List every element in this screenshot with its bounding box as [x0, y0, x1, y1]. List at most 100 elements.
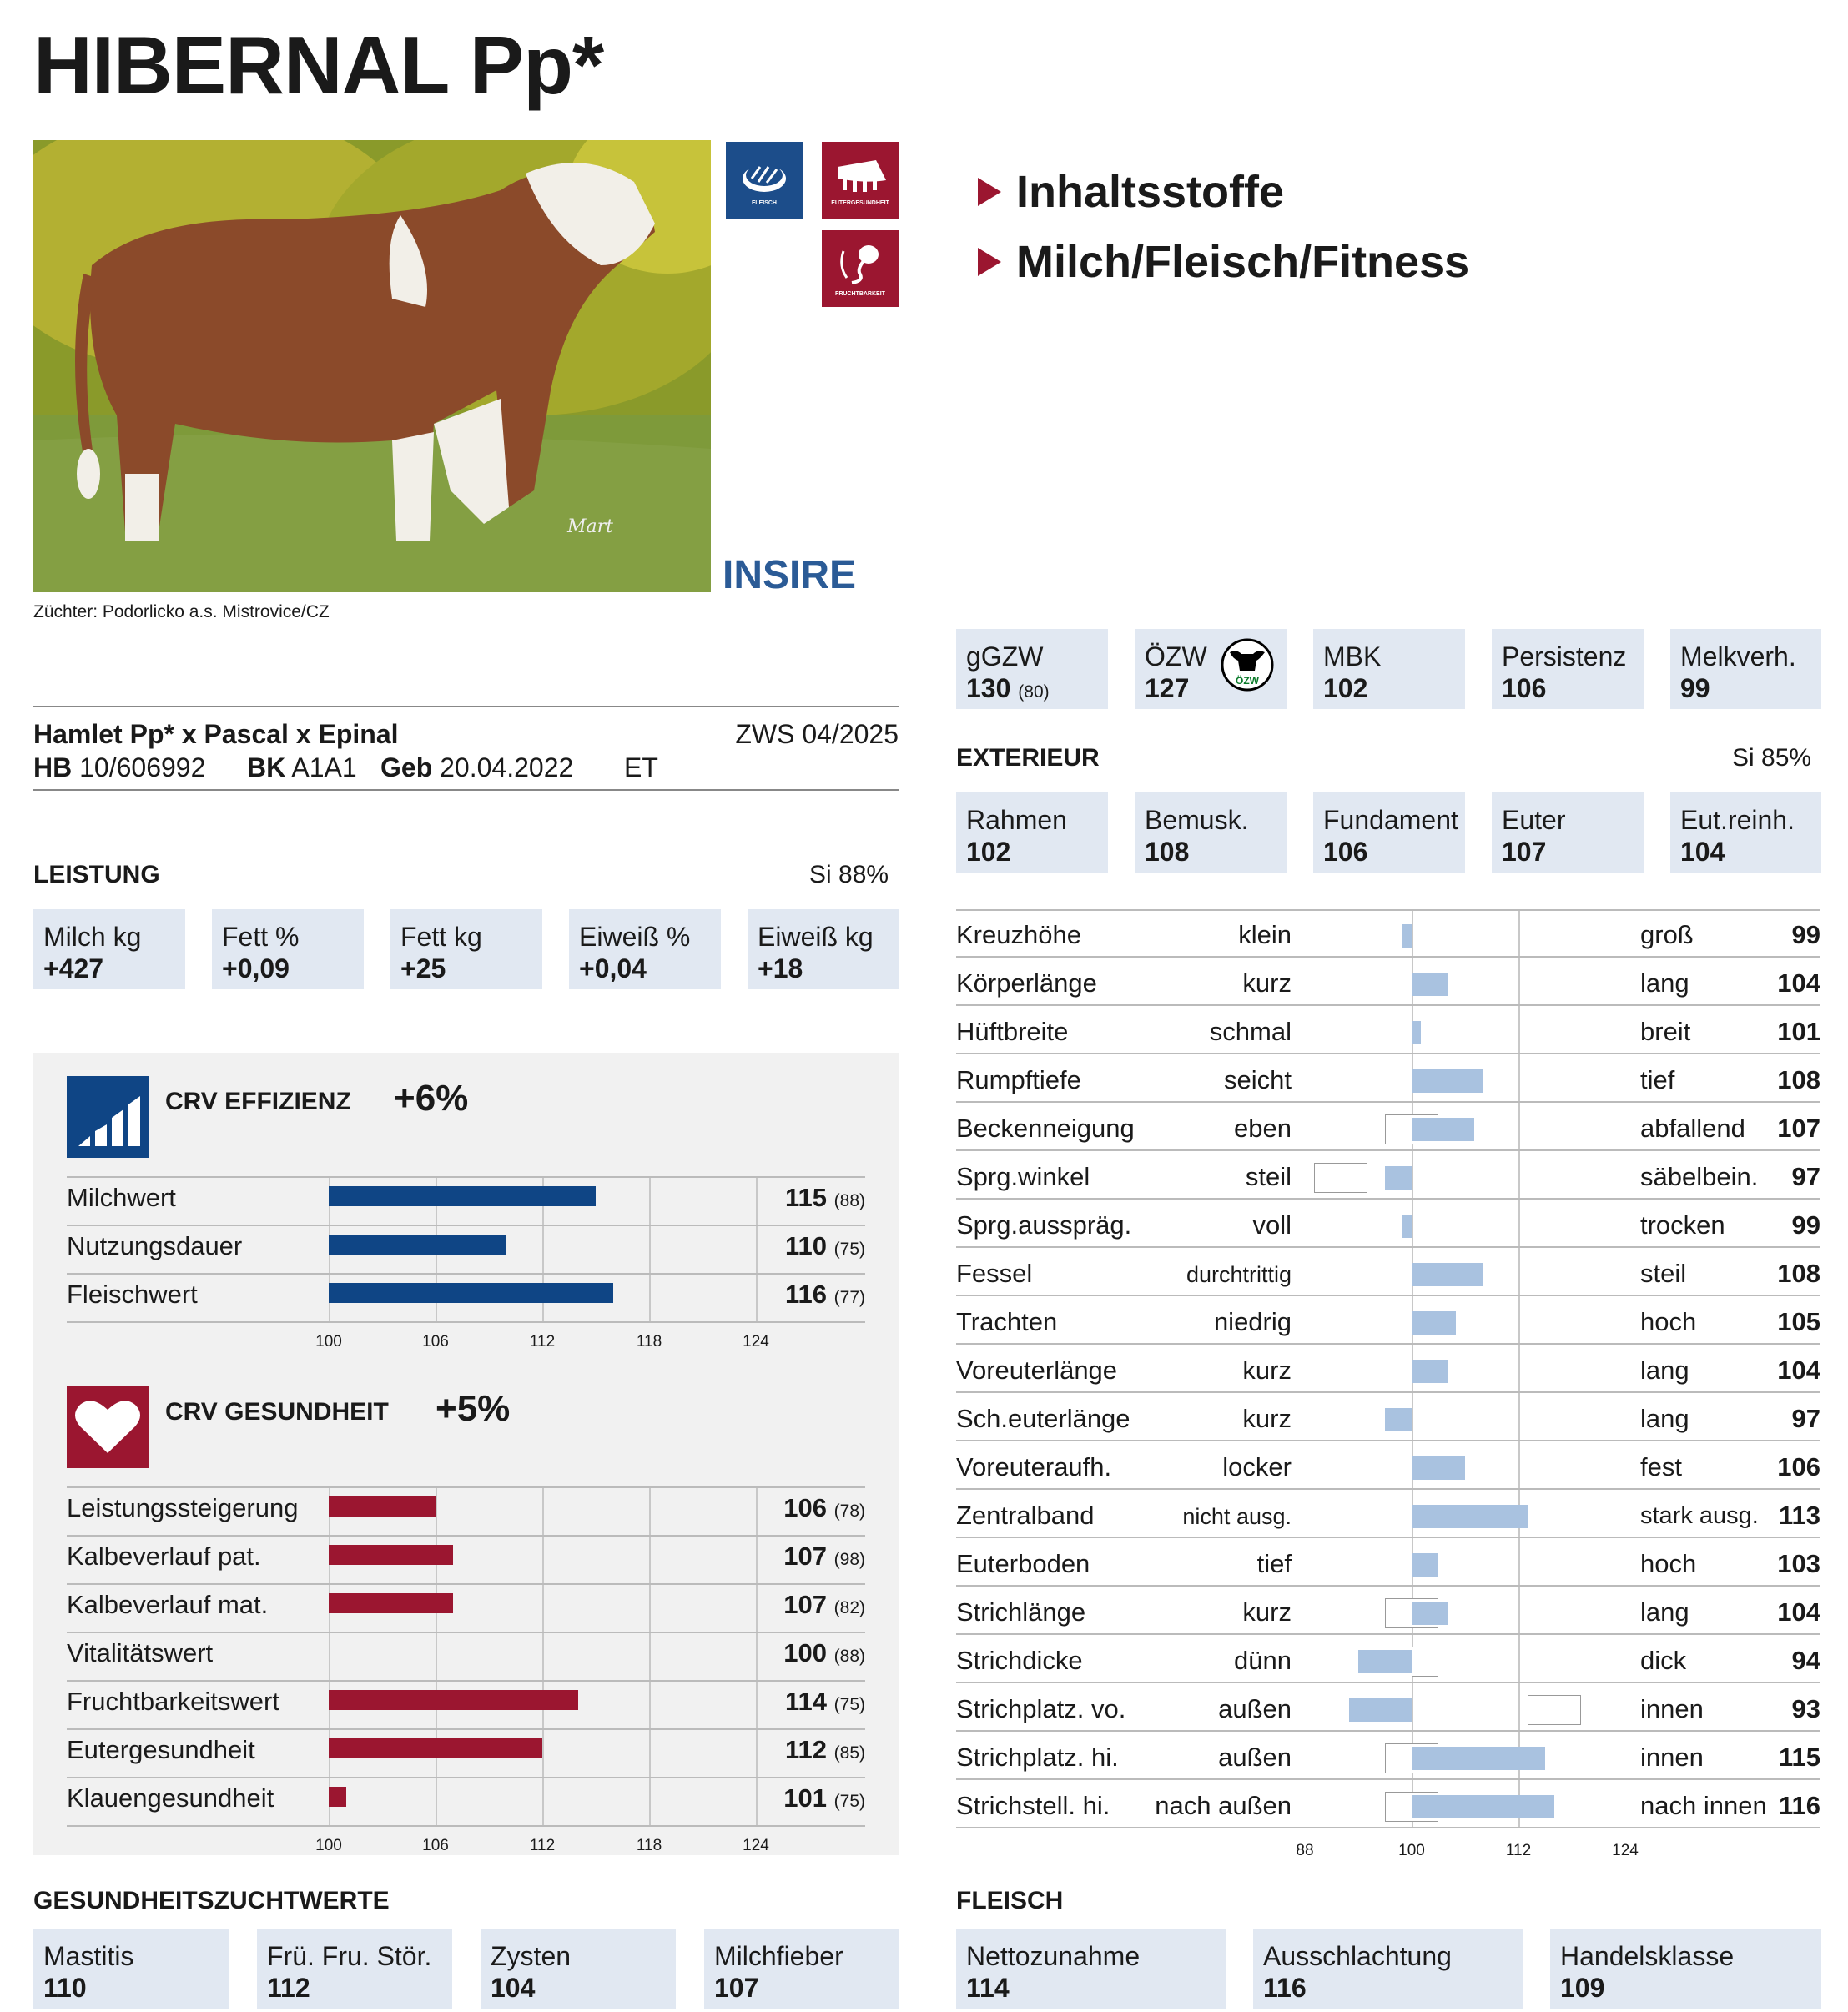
- trait-value: 104: [1777, 968, 1820, 998]
- index-label: Eiweiß %: [579, 922, 691, 952]
- high-pole-label: dick: [1640, 1646, 1687, 1675]
- axis-tick-label: 124: [743, 1837, 769, 1854]
- low-pole-label: kurz: [1242, 1597, 1292, 1627]
- value-bar: [1349, 1698, 1412, 1722]
- trait-label: Strichlänge: [956, 1597, 1086, 1627]
- exterieur-title: EXTERIEUR: [956, 744, 1100, 772]
- value-bar: [1412, 1021, 1421, 1044]
- index-value: 102: [966, 837, 1011, 867]
- high-pole-label: innen: [1640, 1743, 1704, 1772]
- optimum-range-box: [1313, 1163, 1367, 1193]
- index-box: Zysten 104: [481, 1929, 676, 2009]
- value-bar: [329, 1283, 614, 1303]
- index-label: gGZW: [966, 641, 1044, 672]
- trait-value: 106 (78): [783, 1493, 865, 1523]
- fleisch-title: FLEISCH: [956, 1887, 1064, 1914]
- axis-tick-label: 112: [1505, 1842, 1532, 1859]
- value-bar: [1358, 1650, 1412, 1673]
- axis-tick-label: 106: [422, 1333, 449, 1351]
- trait-reliability: (77): [833, 1288, 865, 1307]
- index-box: gGZW 130 (80): [956, 629, 1108, 709]
- trait-label: Leistungssteigerung: [67, 1493, 299, 1522]
- trait-label: Milchwert: [67, 1183, 176, 1212]
- gesundheitszuchtwerte-title: GESUNDHEITSZUCHTWERTE: [33, 1887, 390, 1914]
- zws-date: ZWS 04/2025: [735, 719, 899, 749]
- low-pole-label: schmal: [1209, 1017, 1292, 1046]
- heart-icon: [75, 1401, 140, 1453]
- index-value: 112: [267, 1973, 310, 2003]
- linear-row: Strichstell. hi. nach außen nach innen 116: [956, 1780, 1820, 1828]
- index-label: Rahmen: [966, 805, 1067, 835]
- highlights: Inhaltsstoffe Milch/Fleisch/Fitness: [978, 157, 1469, 297]
- linear-row: Sprg.winkel steil säbelbein. 97: [956, 1151, 1820, 1200]
- index-box: Frü. Fru. Stör. 112: [257, 1929, 452, 2009]
- bull-photo: Mart: [33, 140, 711, 592]
- index-value: +0,04: [579, 953, 647, 983]
- index-box: Fundament 106: [1313, 792, 1465, 873]
- ozw-logo-text: ÖZW: [1236, 674, 1260, 687]
- low-pole-label: locker: [1222, 1452, 1292, 1481]
- trait-label: Klauengesundheit: [67, 1783, 274, 1813]
- trait-value: 107 (82): [783, 1590, 865, 1620]
- linear-row: Euterboden tief hoch 103: [956, 1538, 1820, 1587]
- triangle-bullet-icon: [978, 248, 1001, 276]
- axis-tick-label: 118: [636, 1333, 662, 1351]
- trait-label: Strichstell. hi.: [956, 1791, 1110, 1820]
- index-box: MBK 102: [1313, 629, 1465, 709]
- eutergesundheit-badge: EUTERGESUNDHEIT: [822, 142, 899, 219]
- trait-value: 112 (85): [785, 1735, 865, 1765]
- trait-reliability: (88): [833, 1647, 865, 1666]
- grid-line: [649, 1486, 651, 1825]
- trait-value: 94: [1791, 1646, 1820, 1675]
- index-value: 102: [1323, 673, 1368, 703]
- high-pole-label: steil: [1640, 1259, 1687, 1288]
- linear-row: Sprg.ausspräg. voll trocken 99: [956, 1200, 1820, 1248]
- linear-row: Voreuteraufh. locker fest 106: [956, 1441, 1820, 1490]
- row-line: [67, 1273, 865, 1275]
- bk-value: A1A1: [291, 752, 357, 782]
- trait-label: Kalbeverlauf pat.: [67, 1542, 261, 1571]
- high-pole-label: stark ausg.: [1640, 1502, 1759, 1529]
- optimum-range-box: [1527, 1695, 1581, 1725]
- index-box: Eiweiß kg +18: [748, 909, 899, 989]
- grid-line: [1518, 909, 1520, 1828]
- trait-value-number: 112: [785, 1735, 828, 1764]
- highlight-text: Inhaltsstoffe: [1016, 167, 1285, 217]
- trait-value: 99: [1791, 1210, 1820, 1240]
- trait-label: Euterboden: [956, 1549, 1090, 1578]
- high-pole-label: nach innen: [1640, 1791, 1767, 1820]
- badge-label: EUTERGESUNDHEIT: [831, 199, 889, 206]
- low-pole-label: steil: [1245, 1162, 1292, 1191]
- index-box: Euter 107: [1492, 792, 1644, 873]
- value-bar: [1385, 1408, 1412, 1431]
- trait-label: Fleischwert: [67, 1280, 198, 1309]
- trait-label: Sch.euterlänge: [956, 1404, 1130, 1433]
- axis-tick-label: 124: [1612, 1842, 1639, 1859]
- pedigree-line: Hamlet Pp* x Pascal x Epinal: [33, 719, 399, 749]
- trait-value: 114 (75): [785, 1687, 865, 1717]
- trait-value-number: 100: [783, 1638, 828, 1667]
- value-bar: [1412, 1118, 1474, 1141]
- trait-value: 108: [1777, 1259, 1820, 1288]
- steak-icon: [743, 163, 786, 192]
- grid-line: [436, 1486, 437, 1825]
- high-pole-label: groß: [1640, 920, 1694, 949]
- trait-value: 110 (75): [785, 1231, 865, 1261]
- index-label: Frü. Fru. Stör.: [267, 1941, 432, 1971]
- index-box: Eiweiß % +0,04: [569, 909, 721, 989]
- grid-line: [542, 1486, 544, 1825]
- linear-row: Beckenneigung eben abfallend 107: [956, 1103, 1820, 1151]
- low-pole-label: eben: [1234, 1114, 1292, 1143]
- low-pole-label: kurz: [1242, 1356, 1292, 1385]
- linear-row: Sch.euterlänge kurz lang 97: [956, 1393, 1820, 1441]
- linear-row: Strichplatz. hi. außen innen 115: [956, 1732, 1820, 1780]
- index-box: Milchfieber 107: [704, 1929, 899, 2009]
- high-pole-label: breit: [1640, 1017, 1691, 1046]
- fleisch-badge: FLEISCH: [726, 142, 803, 219]
- row-line: [67, 1825, 865, 1827]
- trait-label: Fruchtbarkeitswert: [67, 1687, 279, 1716]
- high-pole-label: innen: [1640, 1694, 1704, 1723]
- trait-value: 93: [1791, 1694, 1820, 1723]
- index-label: Fundament: [1323, 805, 1458, 835]
- trait-value: 100 (88): [783, 1638, 865, 1668]
